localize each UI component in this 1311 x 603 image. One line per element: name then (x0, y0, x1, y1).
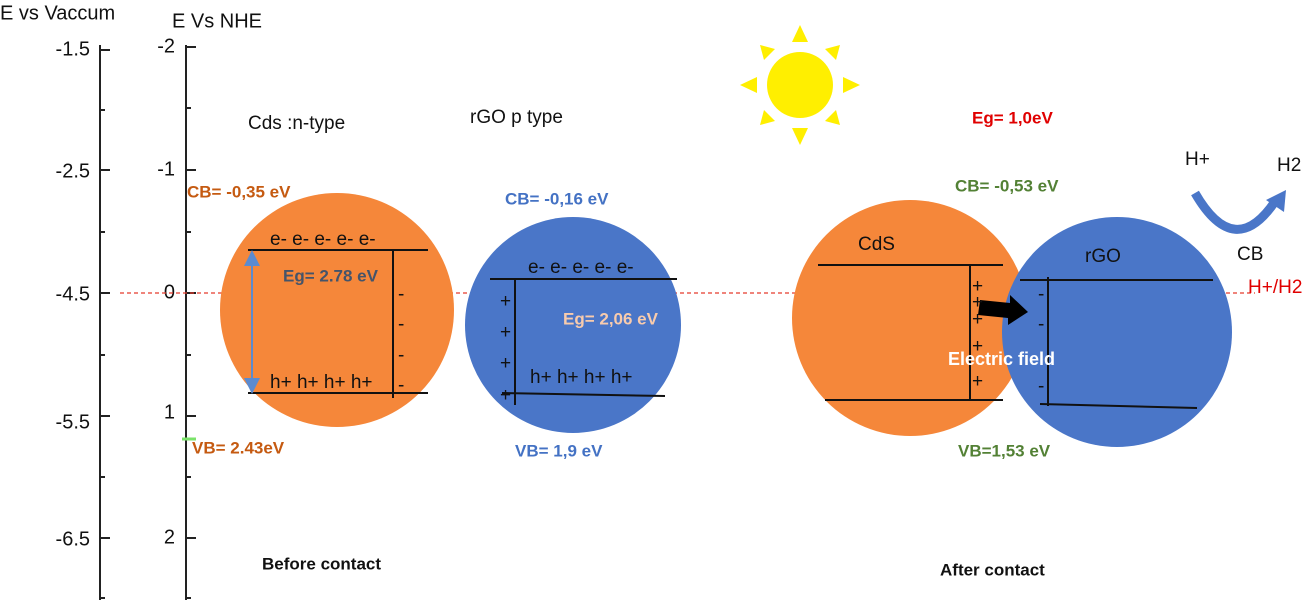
charge: + (972, 292, 983, 313)
tick-label: -1.5 (56, 38, 90, 60)
redox-label: H+/H2 (1248, 277, 1302, 298)
cds-particle (220, 193, 454, 427)
charge: - (398, 375, 404, 396)
electrons: e- e- e- e- e- (270, 229, 376, 250)
charge: + (500, 291, 511, 312)
tick-label: -1 (157, 158, 175, 180)
charge: + (972, 371, 983, 392)
cb-label: CB= -0,53 eV (955, 176, 1059, 195)
tick-label: -5.5 (56, 411, 90, 433)
label: Cds :n-type (248, 113, 345, 134)
vb-label: VB= 1,9 eV (515, 441, 603, 460)
field-arrow (978, 295, 1028, 325)
sun (740, 25, 860, 145)
charge: - (398, 314, 404, 335)
tick-label: 2 (164, 526, 175, 548)
tick-label: 0 (164, 281, 175, 303)
axis-title: E Vs NHE (172, 10, 262, 32)
reactant: H+ (1185, 149, 1210, 170)
charge: - (398, 345, 404, 366)
tick-label: -2.5 (56, 160, 90, 182)
eg-label: Eg= 2,06 eV (563, 309, 659, 328)
rgo-particle (465, 217, 681, 433)
tick-label: -2 (157, 35, 175, 57)
electrons: e- e- e- e- e- (528, 257, 634, 278)
charge: + (972, 276, 983, 297)
axis-title: E vs Vaccum (0, 2, 115, 24)
vb-label: VB=1,53 eV (958, 441, 1051, 460)
label: rGO p type (470, 107, 563, 128)
cb-label: CB= -0,16 eV (505, 189, 609, 208)
vb-label: VB= 2.43eV (192, 438, 285, 457)
band-lines (248, 249, 677, 405)
charge: + (972, 336, 983, 357)
charge: - (1038, 376, 1044, 397)
rgo-particle (1002, 217, 1232, 447)
label: rGO (1085, 246, 1121, 267)
holes: h+ h+ h+ h+ (530, 367, 633, 388)
tick-label: -6.5 (56, 528, 90, 550)
charge: - (398, 284, 404, 305)
caption: Before contact (262, 554, 381, 573)
label: CdS (858, 234, 895, 255)
cb-label: CB= -0,35 eV (187, 182, 291, 201)
holes: h+ h+ h+ h+ (270, 372, 373, 393)
tick-label: -4.5 (56, 283, 90, 305)
charge: - (1038, 314, 1044, 335)
charge: + (972, 309, 983, 330)
caption: After contact (940, 560, 1045, 579)
axes (99, 45, 196, 600)
tick-label: 1 (164, 401, 175, 423)
field-label: Electric field (948, 349, 1055, 369)
reaction-arrow (1191, 190, 1280, 234)
charge: + (500, 353, 511, 374)
charge: - (1038, 284, 1044, 305)
reaction-arrowhead (1266, 190, 1286, 212)
band-label: CB (1237, 244, 1263, 265)
eg-label: Eg= 1,0eV (972, 108, 1053, 127)
charge: + (500, 322, 511, 343)
charge: + (500, 385, 511, 406)
band-lines (818, 264, 1213, 409)
eg-label: Eg= 2.78 eV (283, 266, 379, 285)
product: H2 (1277, 155, 1301, 176)
